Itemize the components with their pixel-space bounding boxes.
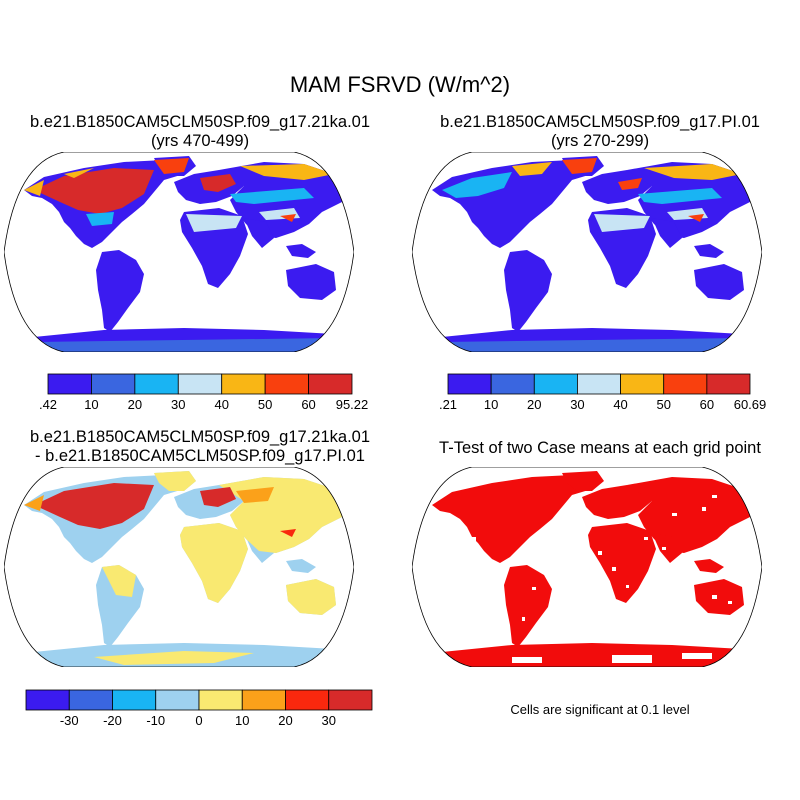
colorbar-tick-label: -20	[103, 713, 122, 728]
colorbar-swatch	[264, 373, 309, 395]
map-21ka	[4, 152, 354, 352]
colorbar-swatch	[25, 689, 70, 711]
colorbar-swatch	[663, 373, 708, 395]
colorbar-tick-label: 50	[258, 397, 272, 412]
colorbar-swatch	[620, 373, 665, 395]
colorbar-tick-label: 0	[195, 713, 202, 728]
top-left-title: b.e21.B1850CAM5CLM50SP.f09_g17.21ka.01 (…	[0, 113, 400, 151]
colorbar-swatch	[112, 689, 157, 711]
significance-note: Cells are significant at 0.1 level	[510, 702, 690, 717]
colorbar-tick-label: 40	[613, 397, 627, 412]
colorbar-swatch	[155, 689, 200, 711]
top-right-title: b.e21.B1850CAM5CLM50SP.f09_g17.PI.01 (yr…	[400, 113, 800, 151]
colorbar-tick-label: 50	[656, 397, 670, 412]
colorbar-tick-label: 30	[322, 713, 336, 728]
colorbar-tick-label: 60.69	[734, 397, 767, 412]
colorbar-swatch	[285, 689, 330, 711]
bottom-left-title-line1: b.e21.B1850CAM5CLM50SP.f09_g17.21ka.01	[29, 428, 371, 446]
colorbar-swatch	[577, 373, 621, 395]
colorbar-tick-label: 60	[700, 397, 714, 412]
colorbar-swatch	[221, 373, 266, 395]
bottom-left-title: b.e21.B1850CAM5CLM50SP.f09_g17.21ka.01 -…	[0, 428, 400, 466]
colorbar-tick-label: 30	[171, 397, 185, 412]
map-ttest	[412, 467, 762, 667]
top-left-title-line2: (yrs 470-499)	[150, 132, 250, 150]
colorbar-tick-label: 30	[570, 397, 584, 412]
colorbar-tick-label: 40	[214, 397, 228, 412]
bottom-right-title: T-Test of two Case means at each grid po…	[400, 439, 800, 458]
colorbar-tick-label: .42	[39, 397, 57, 412]
colorbar-tick-label: 10	[84, 397, 98, 412]
colorbar-swatch	[706, 373, 751, 395]
colorbar-swatch	[91, 373, 136, 395]
colorbar-tick-label: 10	[484, 397, 498, 412]
colorbar-tick-label: 20	[128, 397, 142, 412]
colorbar-tick-label: .21	[439, 397, 457, 412]
colorbar-swatch	[177, 373, 223, 395]
colorbar-difference: -30 -20 -10 0 10 20 30	[25, 689, 373, 728]
colorbar-swatch	[533, 373, 578, 395]
colorbar-swatch	[68, 689, 113, 711]
bottom-right-title-line1: T-Test of two Case means at each grid po…	[439, 439, 761, 457]
bottom-left-title-line2: - b.e21.B1850CAM5CLM50SP.f09_g17.PI.01	[35, 447, 365, 465]
colorbar-tick-label: 20	[527, 397, 541, 412]
colorbar-pi: .21 10 20 30 40 50 60 60.69	[439, 373, 767, 412]
colorbar-tick-label: -10	[146, 713, 165, 728]
colorbar-tick-label: 60	[301, 397, 315, 412]
colorbar-swatch	[241, 689, 286, 711]
colorbar-swatch	[134, 373, 179, 395]
map-difference	[4, 467, 354, 667]
main-title: MAM FSRVD (W/m^2)	[289, 72, 511, 97]
colorbar-21ka: .42 10 20 30 40 50 60 95.22	[39, 373, 369, 412]
colorbar-tick-label: 20	[278, 713, 292, 728]
colorbar-swatch	[47, 373, 92, 395]
colorbar-swatch	[198, 689, 243, 711]
colorbar-tick-label: 10	[235, 713, 249, 728]
colorbar-swatch	[308, 373, 353, 395]
colorbar-tick-label: 95.22	[336, 397, 369, 412]
colorbar-tick-label: -30	[60, 713, 79, 728]
top-left-title-line1: b.e21.B1850CAM5CLM50SP.f09_g17.21ka.01	[29, 113, 371, 131]
map-pi	[412, 152, 762, 352]
colorbar-swatch	[490, 373, 535, 395]
top-right-title-line1: b.e21.B1850CAM5CLM50SP.f09_g17.PI.01	[440, 113, 760, 131]
colorbar-swatch	[328, 689, 373, 711]
top-right-title-line2: (yrs 270-299)	[550, 132, 650, 150]
colorbar-swatch	[447, 373, 492, 395]
